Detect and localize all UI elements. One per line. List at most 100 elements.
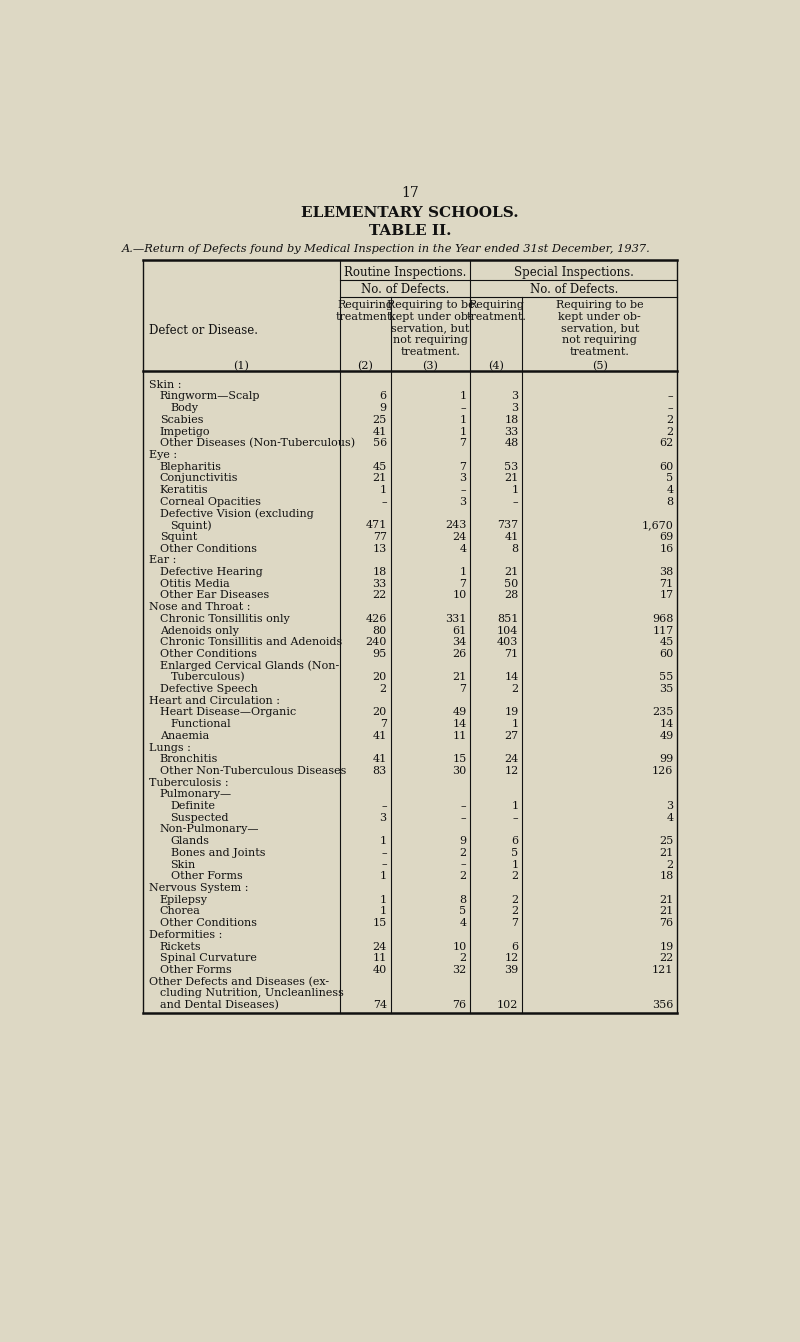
Text: 1: 1: [459, 392, 466, 401]
Text: 24: 24: [504, 754, 518, 764]
Text: 7: 7: [459, 684, 466, 694]
Text: 99: 99: [659, 754, 674, 764]
Text: –: –: [461, 403, 466, 413]
Text: Other Conditions: Other Conditions: [160, 650, 257, 659]
Text: 8: 8: [666, 497, 674, 507]
Text: 7: 7: [459, 462, 466, 471]
Text: Enlarged Cervical Glands (Non-: Enlarged Cervical Glands (Non-: [160, 660, 339, 671]
Text: Heart Disease—Organic: Heart Disease—Organic: [160, 707, 296, 718]
Text: 19: 19: [659, 942, 674, 951]
Text: 1: 1: [459, 566, 466, 577]
Text: Lungs :: Lungs :: [149, 742, 190, 753]
Text: 77: 77: [373, 531, 386, 542]
Text: 55: 55: [659, 672, 674, 682]
Text: 15: 15: [373, 918, 386, 929]
Text: 53: 53: [504, 462, 518, 471]
Text: 13: 13: [373, 544, 386, 554]
Text: Skin: Skin: [170, 860, 196, 870]
Text: Functional: Functional: [170, 719, 231, 729]
Text: 27: 27: [504, 731, 518, 741]
Text: 2: 2: [666, 860, 674, 870]
Text: 20: 20: [373, 672, 386, 682]
Text: Chorea: Chorea: [160, 906, 201, 917]
Text: Defect or Disease.: Defect or Disease.: [149, 323, 258, 337]
Text: 2: 2: [666, 427, 674, 436]
Text: 25: 25: [373, 415, 386, 425]
Text: 7: 7: [511, 918, 518, 929]
Text: 5: 5: [666, 474, 674, 483]
Text: –: –: [513, 497, 518, 507]
Text: and Dental Diseases): and Dental Diseases): [160, 1000, 278, 1011]
Text: 102: 102: [497, 1000, 518, 1011]
Text: 60: 60: [659, 650, 674, 659]
Text: 18: 18: [659, 871, 674, 882]
Text: 16: 16: [659, 544, 674, 554]
Text: Other Conditions: Other Conditions: [160, 544, 257, 554]
Text: 235: 235: [652, 707, 674, 718]
Text: 32: 32: [452, 965, 466, 974]
Text: Requiring
treatment.: Requiring treatment.: [335, 301, 395, 322]
Text: 104: 104: [497, 625, 518, 636]
Text: 3: 3: [380, 813, 386, 823]
Text: 2: 2: [511, 684, 518, 694]
Text: No. of Defects.: No. of Defects.: [361, 283, 450, 295]
Text: Other Diseases (Non-Tuberculous): Other Diseases (Non-Tuberculous): [160, 439, 355, 448]
Text: (3): (3): [422, 361, 438, 370]
Text: 426: 426: [366, 613, 386, 624]
Text: Requiring
treatment.: Requiring treatment.: [466, 301, 526, 322]
Text: 8: 8: [511, 544, 518, 554]
Text: Chronic Tonsillitis only: Chronic Tonsillitis only: [160, 613, 290, 624]
Text: Eye :: Eye :: [149, 450, 177, 460]
Text: Other Conditions: Other Conditions: [160, 918, 257, 929]
Text: Suspected: Suspected: [170, 813, 229, 823]
Text: 737: 737: [498, 521, 518, 530]
Text: –: –: [381, 860, 386, 870]
Text: Scabies: Scabies: [160, 415, 203, 425]
Text: –: –: [461, 801, 466, 811]
Text: 17: 17: [401, 185, 419, 200]
Text: 9: 9: [380, 403, 386, 413]
Text: Ear :: Ear :: [149, 556, 176, 565]
Text: 41: 41: [373, 754, 386, 764]
Text: A.—Return of Defects found by Medical Inspection in the Year ended 31st December: A.—Return of Defects found by Medical In…: [122, 244, 650, 254]
Text: 48: 48: [504, 439, 518, 448]
Text: –: –: [668, 392, 674, 401]
Text: 240: 240: [366, 637, 386, 647]
Text: 11: 11: [452, 731, 466, 741]
Text: Pulmonary—: Pulmonary—: [160, 789, 232, 800]
Text: 28: 28: [504, 590, 518, 600]
Text: cluding Nutrition, Uncleanliness: cluding Nutrition, Uncleanliness: [160, 988, 343, 998]
Text: Anaemia: Anaemia: [160, 731, 209, 741]
Text: 21: 21: [373, 474, 386, 483]
Text: 62: 62: [659, 439, 674, 448]
Text: 3: 3: [459, 474, 466, 483]
Text: 1: 1: [380, 906, 386, 917]
Text: 851: 851: [497, 613, 518, 624]
Text: 60: 60: [659, 462, 674, 471]
Text: Blepharitis: Blepharitis: [160, 462, 222, 471]
Text: Squint: Squint: [160, 531, 197, 542]
Text: 1: 1: [459, 415, 466, 425]
Text: 1: 1: [380, 895, 386, 905]
Text: 35: 35: [659, 684, 674, 694]
Text: 5: 5: [511, 848, 518, 858]
Text: –: –: [381, 848, 386, 858]
Text: Defective Speech: Defective Speech: [160, 684, 258, 694]
Text: 33: 33: [504, 427, 518, 436]
Text: 1: 1: [511, 484, 518, 495]
Text: 3: 3: [511, 392, 518, 401]
Text: Heart and Circulation :: Heart and Circulation :: [149, 695, 280, 706]
Text: 1,670: 1,670: [642, 521, 674, 530]
Text: Tuberculous): Tuberculous): [170, 672, 245, 683]
Text: –: –: [461, 813, 466, 823]
Text: 968: 968: [652, 613, 674, 624]
Text: 12: 12: [504, 766, 518, 776]
Text: 7: 7: [459, 439, 466, 448]
Text: 50: 50: [504, 578, 518, 589]
Text: 14: 14: [452, 719, 466, 729]
Text: Other Forms: Other Forms: [160, 965, 231, 974]
Text: 45: 45: [659, 637, 674, 647]
Text: 56: 56: [373, 439, 386, 448]
Text: –: –: [461, 860, 466, 870]
Text: 25: 25: [659, 836, 674, 847]
